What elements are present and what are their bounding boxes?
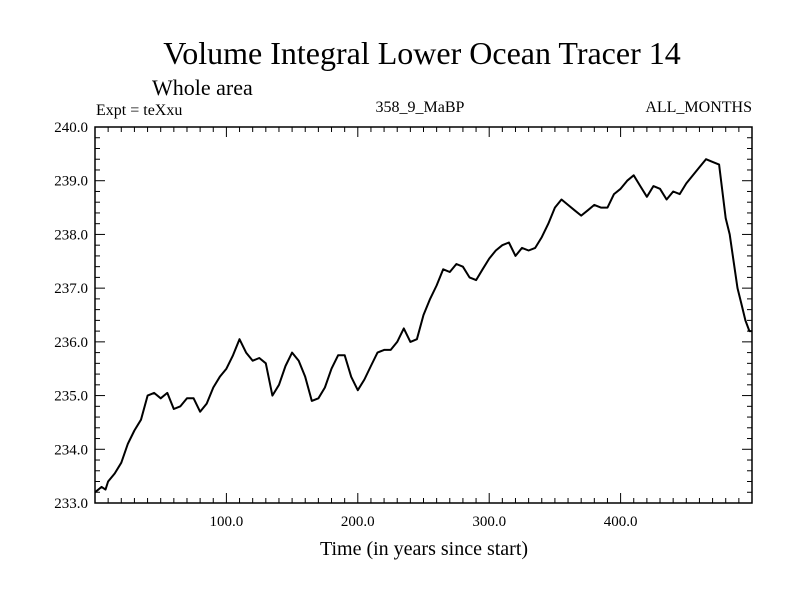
x-tick-label: 100.0	[210, 514, 244, 530]
y-tick-label: 233.0	[54, 496, 88, 512]
y-tick-label: 234.0	[54, 442, 88, 458]
y-tick-label: 235.0	[54, 389, 88, 405]
chart-title: Volume Integral Lower Ocean Tracer 14	[163, 35, 680, 71]
x-tick-label: 400.0	[604, 514, 638, 530]
x-tick-label: 200.0	[341, 514, 375, 530]
y-tick-label: 239.0	[54, 174, 88, 190]
x-axis-label: Time (in years since start)	[320, 538, 528, 560]
y-tick-label: 236.0	[54, 335, 88, 351]
y-tick-label: 237.0	[54, 281, 88, 297]
x-tick-label: 300.0	[472, 514, 506, 530]
annotation-experiment: Expt = teXxu	[96, 102, 182, 119]
plot-frame	[94, 126, 753, 504]
chart-subtitle: Whole area	[152, 75, 253, 100]
annotation-months: ALL_MONTHS	[645, 99, 752, 116]
annotation-period: 358_9_MaBP	[376, 99, 465, 116]
y-tick-label: 240.0	[54, 120, 88, 136]
series-line	[94, 158, 752, 494]
tick-labels: 100.0 200.0 300.0 400.0 233.0 234.0 235.0 236.0…	[54, 120, 637, 530]
y-tick-label: 238.0	[54, 227, 88, 243]
